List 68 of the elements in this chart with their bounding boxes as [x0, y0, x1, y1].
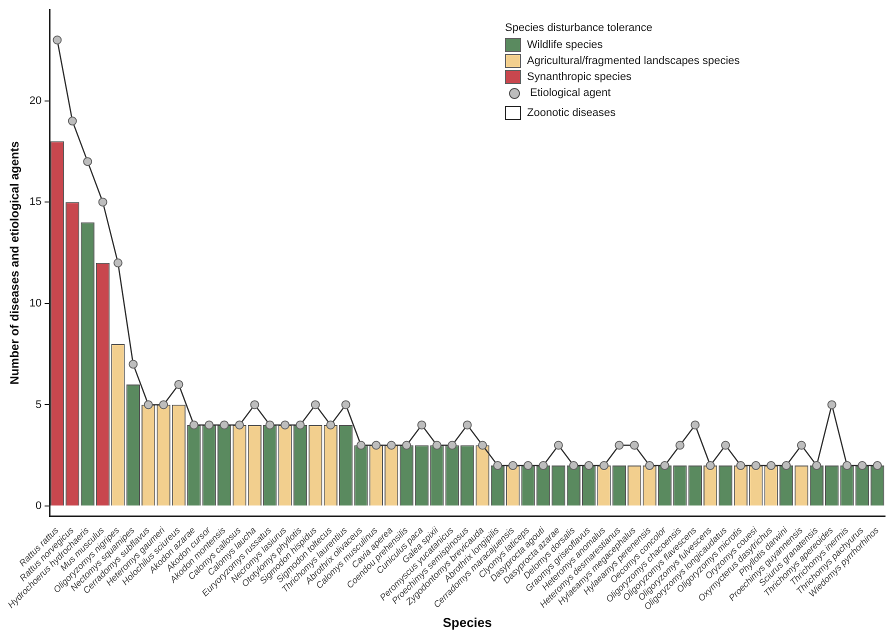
y-tick-label: 20: [29, 94, 42, 107]
legend-title: Species disturbance tolerance: [505, 22, 654, 34]
point: [630, 440, 639, 450]
y-tick-label: 0: [36, 500, 42, 512]
point: [842, 461, 852, 470]
point: [326, 420, 336, 430]
point: [706, 461, 715, 470]
point: [736, 461, 746, 470]
point: [827, 400, 836, 410]
point: [478, 440, 488, 450]
point: [448, 440, 457, 450]
point: [432, 440, 442, 450]
point: [98, 198, 108, 207]
point: [600, 461, 609, 470]
y-tick-label: 10: [29, 297, 42, 310]
point: [796, 440, 806, 450]
point: [356, 440, 366, 450]
point: [645, 461, 654, 470]
legend-label: Etiological agent: [530, 87, 611, 99]
point: [614, 440, 624, 450]
point: [189, 420, 198, 430]
point: [204, 420, 214, 430]
point: [402, 440, 412, 450]
annotation: Zoonotic diseases: [527, 107, 616, 119]
point: [159, 400, 168, 410]
point: [417, 420, 426, 430]
point: [675, 440, 684, 450]
x-axis-title: Species: [442, 614, 492, 630]
point: [386, 440, 396, 450]
point: [144, 400, 153, 410]
point: [174, 380, 184, 389]
point: [751, 461, 760, 470]
point: [341, 400, 350, 410]
point: [584, 461, 594, 470]
point: [265, 420, 274, 430]
point: [310, 400, 320, 410]
point: [782, 461, 791, 470]
point: [858, 461, 867, 470]
point: [220, 420, 229, 430]
y-tick-label: 15: [29, 196, 42, 208]
point: [721, 440, 730, 450]
point: [113, 258, 122, 268]
point: [569, 461, 578, 470]
point: [554, 440, 563, 450]
point: [234, 420, 244, 430]
point: [372, 440, 381, 450]
point: [52, 35, 62, 44]
y-tick-label: 5: [36, 398, 42, 411]
point: [812, 461, 822, 470]
point: [538, 461, 548, 470]
point: [524, 461, 533, 470]
point: [690, 420, 700, 430]
point: [493, 461, 502, 470]
point: [250, 400, 260, 410]
point: [766, 461, 776, 470]
legend-label: Agricultural/fragmented landscapes species: [527, 55, 740, 67]
point: [462, 420, 472, 430]
point: [508, 461, 518, 470]
point: [296, 420, 305, 430]
point: [280, 420, 290, 430]
point: [660, 461, 670, 470]
legend-label: Wildlife species: [527, 39, 603, 51]
legend-label: Synanthropic species: [527, 71, 632, 83]
point: [83, 157, 92, 166]
y-axis-title: Number of diseases and etiological agents: [8, 140, 22, 385]
point: [872, 461, 882, 470]
point: [68, 116, 77, 126]
point: [128, 360, 138, 369]
